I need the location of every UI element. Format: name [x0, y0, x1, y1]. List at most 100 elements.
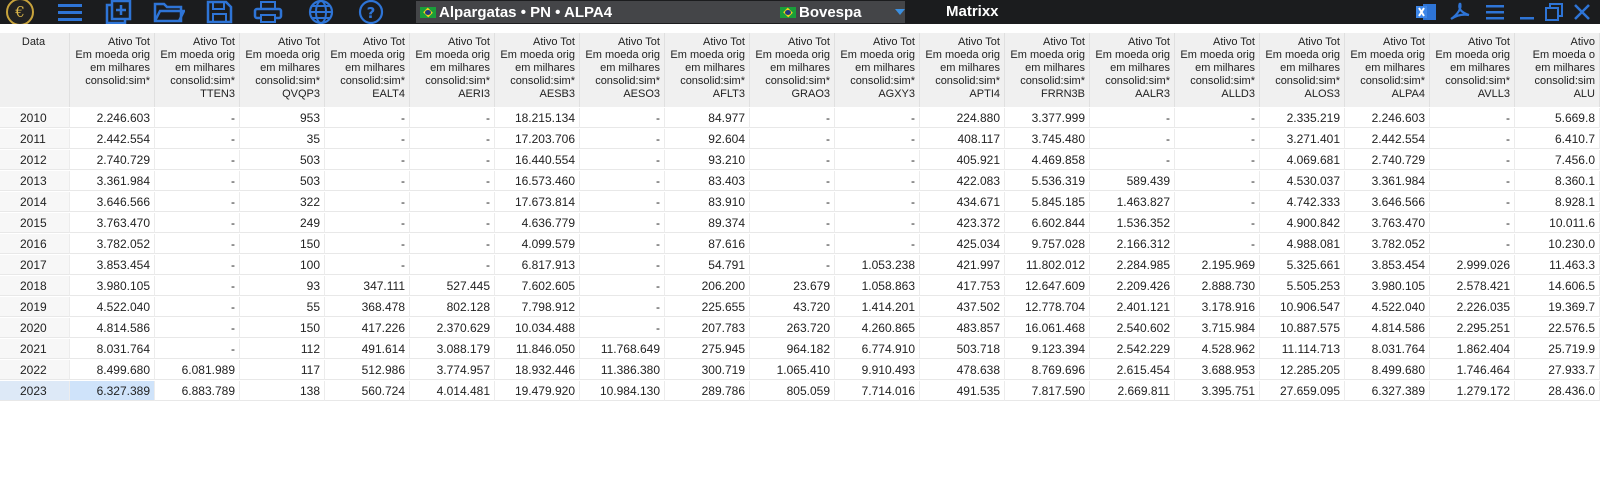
table-cell[interactable]: 300.719	[665, 360, 750, 380]
row-date-cell[interactable]: 2019	[0, 297, 70, 317]
table-cell[interactable]: -	[750, 192, 835, 212]
table-cell[interactable]: -	[325, 255, 410, 275]
table-cell[interactable]: -	[325, 192, 410, 212]
table-cell[interactable]: 275.945	[665, 339, 750, 359]
table-cell[interactable]: 22.576.5	[1515, 318, 1600, 338]
table-cell[interactable]: 2.246.603	[1345, 108, 1430, 128]
table-cell[interactable]: -	[835, 234, 920, 254]
table-cell[interactable]: 4.014.481	[410, 381, 495, 401]
table-cell[interactable]: 491.535	[920, 381, 1005, 401]
table-cell[interactable]: 92.604	[665, 129, 750, 149]
table-cell[interactable]: -	[1175, 213, 1260, 233]
table-cell[interactable]: 1.862.404	[1430, 339, 1515, 359]
table-cell[interactable]: 4.069.681	[1260, 150, 1345, 170]
table-cell[interactable]: 6.327.389	[70, 381, 155, 401]
table-cell[interactable]: 3.715.984	[1175, 318, 1260, 338]
table-cell[interactable]: 3.763.470	[70, 213, 155, 233]
table-cell[interactable]: -	[1175, 108, 1260, 128]
table-cell[interactable]: 4.528.962	[1175, 339, 1260, 359]
table-cell[interactable]: -	[155, 213, 240, 233]
table-cell[interactable]: 89.374	[665, 213, 750, 233]
table-cell[interactable]: 4.988.081	[1260, 234, 1345, 254]
table-cell[interactable]: 117	[240, 360, 325, 380]
table-cell[interactable]: 422.083	[920, 171, 1005, 191]
table-cell[interactable]: 206.200	[665, 276, 750, 296]
table-cell[interactable]: -	[750, 255, 835, 275]
table-cell[interactable]: -	[835, 150, 920, 170]
restore-icon[interactable]	[1543, 0, 1565, 24]
app-logo-icon[interactable]: €	[4, 0, 36, 24]
table-cell[interactable]: 953	[240, 108, 325, 128]
column-header[interactable]: Ativo Tot Em moeda orig em milhares cons…	[920, 33, 1005, 107]
table-cell[interactable]: -	[750, 108, 835, 128]
table-cell[interactable]: 17.673.814	[495, 192, 580, 212]
table-cell[interactable]: -	[835, 213, 920, 233]
table-cell[interactable]: -	[750, 171, 835, 191]
table-cell[interactable]: 12.647.609	[1005, 276, 1090, 296]
table-cell[interactable]: 5.536.319	[1005, 171, 1090, 191]
open-folder-icon[interactable]	[152, 0, 186, 24]
table-cell[interactable]: -	[155, 129, 240, 149]
table-cell[interactable]: 5.505.253	[1260, 276, 1345, 296]
table-cell[interactable]: 503	[240, 171, 325, 191]
table-cell[interactable]: -	[325, 150, 410, 170]
table-row[interactable]: 2011 2.442.554-35- -17.203.706-92.604- -408…	[0, 129, 1600, 150]
table-cell[interactable]: 18.932.446	[495, 360, 580, 380]
table-cell[interactable]: 8.499.680	[1345, 360, 1430, 380]
table-cell[interactable]: 2.540.602	[1090, 318, 1175, 338]
table-cell[interactable]: 112	[240, 339, 325, 359]
table-cell[interactable]: 3.646.566	[1345, 192, 1430, 212]
table-cell[interactable]: 3.980.105	[1345, 276, 1430, 296]
table-cell[interactable]: -	[835, 108, 920, 128]
table-cell[interactable]: 8.928.1	[1515, 192, 1600, 212]
table-cell[interactable]: 503	[240, 150, 325, 170]
row-date-cell[interactable]: 2012	[0, 150, 70, 170]
table-cell[interactable]: -	[1175, 129, 1260, 149]
table-cell[interactable]: 4.900.842	[1260, 213, 1345, 233]
table-cell[interactable]: -	[835, 171, 920, 191]
table-cell[interactable]: -	[155, 276, 240, 296]
table-cell[interactable]: 93	[240, 276, 325, 296]
new-document-icon[interactable]	[104, 0, 134, 24]
table-cell[interactable]: -	[580, 108, 665, 128]
table-cell[interactable]: 2.209.426	[1090, 276, 1175, 296]
table-row[interactable]: 2012 2.740.729-503- -16.440.554-93.210- -40…	[0, 150, 1600, 171]
table-cell[interactable]: 93.210	[665, 150, 750, 170]
table-cell[interactable]: 2.335.219	[1260, 108, 1345, 128]
column-header[interactable]: Ativo Tot Em moeda orig em milhares cons…	[1005, 33, 1090, 107]
table-cell[interactable]: -	[1430, 150, 1515, 170]
row-date-cell[interactable]: 2011	[0, 129, 70, 149]
row-date-cell[interactable]: 2015	[0, 213, 70, 233]
column-header[interactable]: Ativo Tot Em moeda orig em milhares cons…	[1260, 33, 1345, 107]
table-cell[interactable]: 2.370.629	[410, 318, 495, 338]
table-cell[interactable]: -	[580, 255, 665, 275]
chevron-down-icon[interactable]	[895, 9, 905, 15]
table-row[interactable]: 2017 3.853.454-100- -6.817.913-54.791-1.05…	[0, 255, 1600, 276]
table-cell[interactable]: -	[155, 297, 240, 317]
table-cell[interactable]: 4.522.040	[70, 297, 155, 317]
table-cell[interactable]: 3.395.751	[1175, 381, 1260, 401]
row-date-cell[interactable]: 2018	[0, 276, 70, 296]
table-cell[interactable]: 1.746.464	[1430, 360, 1515, 380]
table-cell[interactable]: 263.720	[750, 318, 835, 338]
column-header[interactable]: Ativo Tot Em moeda orig em milhares cons…	[1345, 33, 1430, 107]
table-cell[interactable]: 9.910.493	[835, 360, 920, 380]
table-cell[interactable]: 138	[240, 381, 325, 401]
table-cell[interactable]: -	[155, 318, 240, 338]
row-date-cell[interactable]: 2013	[0, 171, 70, 191]
table-cell[interactable]: -	[580, 297, 665, 317]
excel-icon[interactable]	[1413, 0, 1439, 24]
table-cell[interactable]: 3.782.052	[1345, 234, 1430, 254]
table-cell[interactable]: 11.386.380	[580, 360, 665, 380]
row-date-cell[interactable]: 2014	[0, 192, 70, 212]
table-row[interactable]: 2020 4.814.586-150 417.226 2.370.629 10.034.…	[0, 318, 1600, 339]
table-cell[interactable]: -	[835, 192, 920, 212]
table-cell[interactable]: -	[1175, 192, 1260, 212]
table-cell[interactable]: 6.774.910	[835, 339, 920, 359]
table-cell[interactable]: 14.606.5	[1515, 276, 1600, 296]
save-icon[interactable]	[204, 0, 234, 24]
table-cell[interactable]: 2.401.121	[1090, 297, 1175, 317]
table-cell[interactable]: 2.740.729	[70, 150, 155, 170]
table-cell[interactable]: 322	[240, 192, 325, 212]
table-cell[interactable]: 1.463.827	[1090, 192, 1175, 212]
